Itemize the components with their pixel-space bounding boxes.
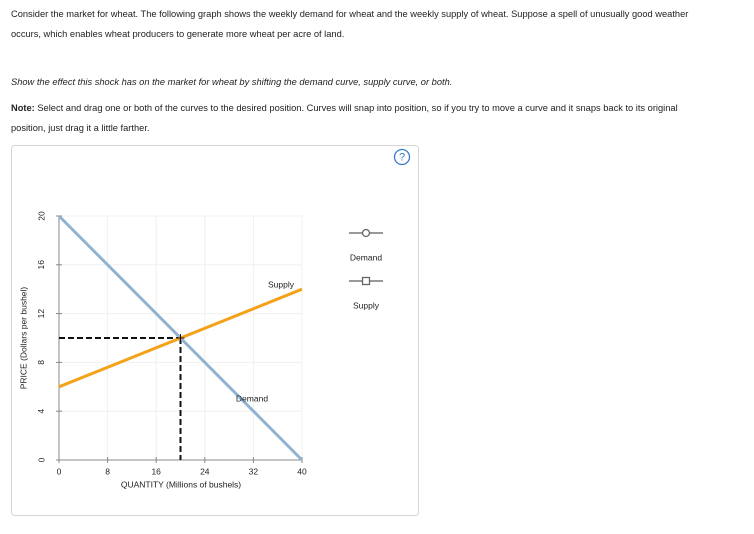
- task-text: Show the effect this shock has on the ma…: [11, 77, 453, 87]
- note-label: Note:: [11, 103, 35, 113]
- equilibrium-cross: [176, 334, 185, 342]
- chart-frame: [11, 145, 419, 516]
- legend-tool-marker[interactable]: [361, 228, 371, 238]
- y-axis-title: PRICE (Dollars per bushel): [18, 287, 28, 390]
- note: Note: Select and drag one or both of the…: [11, 98, 711, 138]
- curve-label: Supply: [268, 279, 295, 289]
- y-tick-label: 20: [36, 211, 46, 221]
- x-tick-label: 40: [297, 466, 307, 476]
- x-tick-label: 0: [57, 466, 62, 476]
- legend-tool-marker[interactable]: [361, 276, 371, 286]
- legend-label: Supply: [353, 300, 380, 310]
- x-tick-label: 24: [200, 466, 210, 476]
- y-tick-label: 0: [36, 457, 46, 462]
- x-tick-label: 8: [105, 466, 110, 476]
- legend-label: Demand: [350, 252, 382, 262]
- curve-label: Demand: [236, 393, 268, 403]
- x-tick-label: 32: [249, 466, 259, 476]
- help-button[interactable]: [393, 148, 411, 166]
- note-text: Select and drag one or both of the curve…: [11, 103, 678, 133]
- intro-text: Consider the market for wheat. The follo…: [11, 9, 689, 39]
- y-tick-label: 16: [36, 260, 46, 270]
- help-icon[interactable]: ?: [399, 151, 405, 163]
- x-axis-title: QUANTITY (Millions of bushels): [121, 479, 241, 489]
- x-tick-label: 16: [151, 466, 161, 476]
- y-tick-label: 8: [36, 360, 46, 365]
- y-tick-label: 4: [36, 409, 46, 414]
- y-tick-label: 12: [36, 309, 46, 319]
